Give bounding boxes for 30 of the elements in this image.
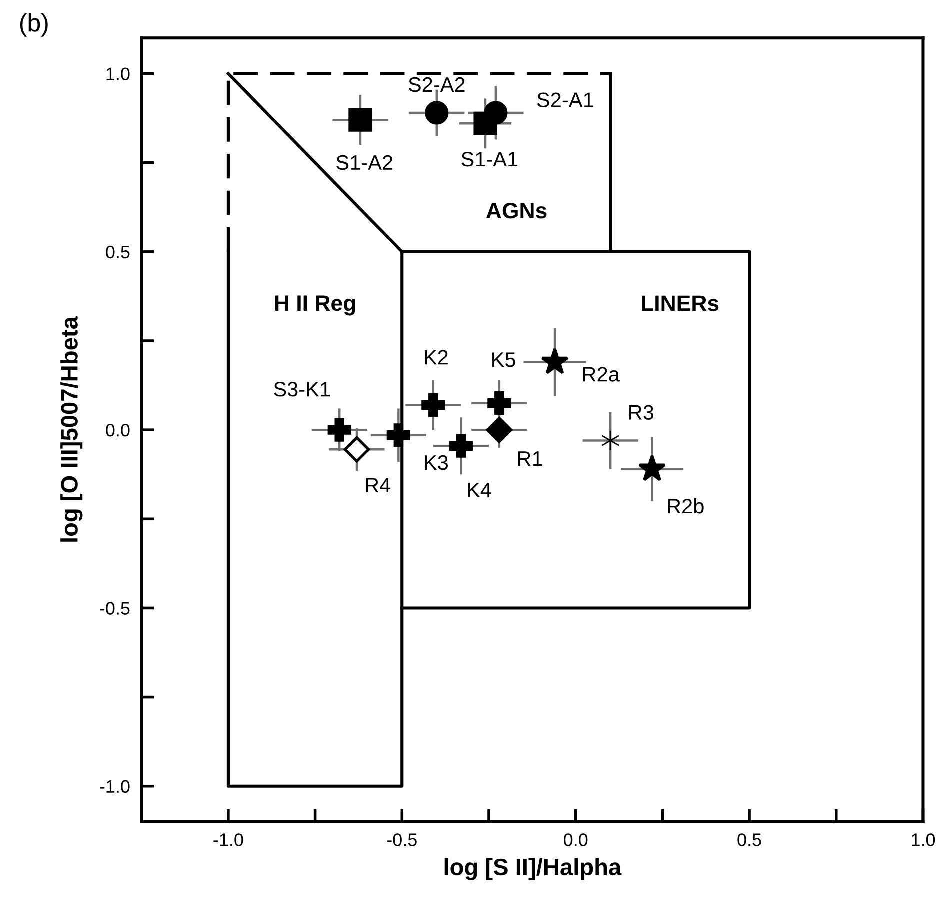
y-tick-label: 1.0 [106, 68, 130, 81]
annotation: K3 [425, 455, 448, 470]
annotation: AGNs [486, 202, 547, 219]
annotation: R2b [668, 498, 704, 514]
annotation: R1 [518, 452, 542, 466]
x-axis-title: log [S II]/Halpha [444, 858, 622, 880]
annotation: R2a [583, 367, 620, 382]
x-tick-label: -0.5 [387, 834, 417, 846]
x-tick-label: 0.5 [738, 834, 762, 846]
annotation: S3-K1 [274, 382, 330, 397]
y-tick-label: -1.0 [100, 780, 130, 794]
text: (b) [20, 14, 48, 37]
annotation: S1-A1 [462, 152, 518, 167]
x-tick-label: -1.0 [214, 834, 244, 846]
y-tick-label: -0.5 [100, 602, 130, 615]
y-tick-label: 0.5 [106, 246, 130, 259]
annotation: S1-A2 [336, 155, 393, 170]
annotation: K4 [468, 482, 492, 498]
annotation: H II Reg [275, 296, 356, 316]
x-tick-label: 1.0 [912, 834, 936, 846]
annotation: LINERs [642, 296, 719, 312]
annotation: R3 [630, 405, 654, 420]
annotation: R4 [366, 478, 391, 493]
y-tick-label: 0.0 [106, 424, 130, 437]
annotation: S2-A1 [537, 92, 594, 108]
annotation: K5 [492, 352, 516, 368]
annotation: K2 [425, 350, 448, 365]
annotation: S2-A2 [408, 77, 465, 92]
y-axis-title: log [O III]5007/Hbeta [60, 316, 83, 542]
x-tick-label: 0.0 [564, 834, 588, 846]
